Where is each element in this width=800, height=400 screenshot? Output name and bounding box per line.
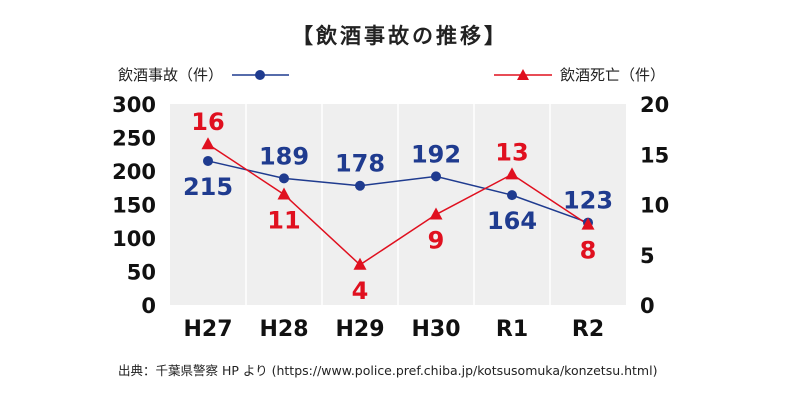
deaths-point — [201, 137, 215, 150]
accidents-point — [507, 190, 517, 201]
category-label: H30 — [411, 317, 460, 342]
right-tick-label: 10 — [640, 194, 669, 218]
accidents-value-label: 189 — [259, 142, 309, 170]
legend-marker-deaths — [517, 69, 529, 80]
deaths-value-label: 11 — [267, 206, 300, 234]
deaths-point — [353, 257, 367, 270]
deaths-point — [581, 217, 595, 230]
legend-label-deaths: 飲酒死亡（件） — [560, 66, 665, 84]
deaths-value-label: 9 — [428, 227, 445, 255]
category-label: R1 — [496, 317, 528, 342]
data-labels: 215 189 178 192 164 123 16 11 4 9 13 8 — [183, 108, 613, 305]
accidents-value-label: 164 — [487, 207, 537, 235]
left-tick-label: 0 — [141, 294, 156, 318]
category-label: H27 — [183, 317, 232, 342]
legend-marker-accidents — [255, 70, 265, 80]
left-tick-label: 150 — [112, 194, 156, 218]
deaths-value-label: 16 — [191, 108, 224, 136]
category-label: H29 — [335, 317, 384, 342]
category-label: R2 — [572, 317, 604, 342]
x-axis: H27 H28 H29 H30 R1 R2 — [183, 317, 604, 342]
accidents-point — [355, 180, 365, 191]
right-tick-label: 5 — [640, 244, 655, 268]
right-tick-label: 20 — [640, 93, 669, 117]
deaths-point — [505, 167, 519, 180]
accidents-value-label: 123 — [563, 187, 613, 215]
accidents-value-label: 192 — [411, 140, 461, 168]
legend: 飲酒事故（件） 飲酒死亡（件） — [118, 66, 665, 84]
deaths-point — [429, 207, 443, 220]
left-tick-label: 250 — [112, 127, 156, 151]
deaths-value-label: 13 — [495, 138, 528, 166]
deaths-value-label: 4 — [352, 277, 369, 305]
deaths-line — [207, 143, 589, 266]
left-tick-label: 200 — [112, 160, 156, 184]
left-tick-label: 100 — [112, 227, 156, 251]
right-axis: 0 5 10 15 20 — [640, 93, 669, 318]
chart-title: 【飲酒事故の推移】 — [292, 24, 508, 48]
deaths-value-label: 8 — [580, 237, 597, 265]
deaths-point — [277, 187, 291, 200]
accidents-point — [203, 155, 213, 166]
grid — [245, 104, 551, 305]
accidents-point — [279, 173, 289, 184]
series — [201, 137, 595, 270]
left-axis: 0 50 100 150 200 250 300 — [112, 93, 156, 318]
accidents-value-label: 178 — [335, 150, 385, 178]
accidents-point — [431, 171, 441, 182]
right-tick-label: 0 — [640, 294, 655, 318]
left-tick-label: 50 — [127, 261, 156, 285]
source-note: 出典：千葉県警察 HP より (https://www.police.pref.… — [118, 363, 657, 378]
legend-label-accidents: 飲酒事故（件） — [118, 66, 223, 84]
left-tick-label: 300 — [112, 93, 156, 117]
accidents-line — [207, 160, 589, 224]
accidents-value-label: 215 — [183, 173, 233, 201]
right-tick-label: 15 — [640, 143, 669, 167]
category-label: H28 — [259, 317, 308, 342]
